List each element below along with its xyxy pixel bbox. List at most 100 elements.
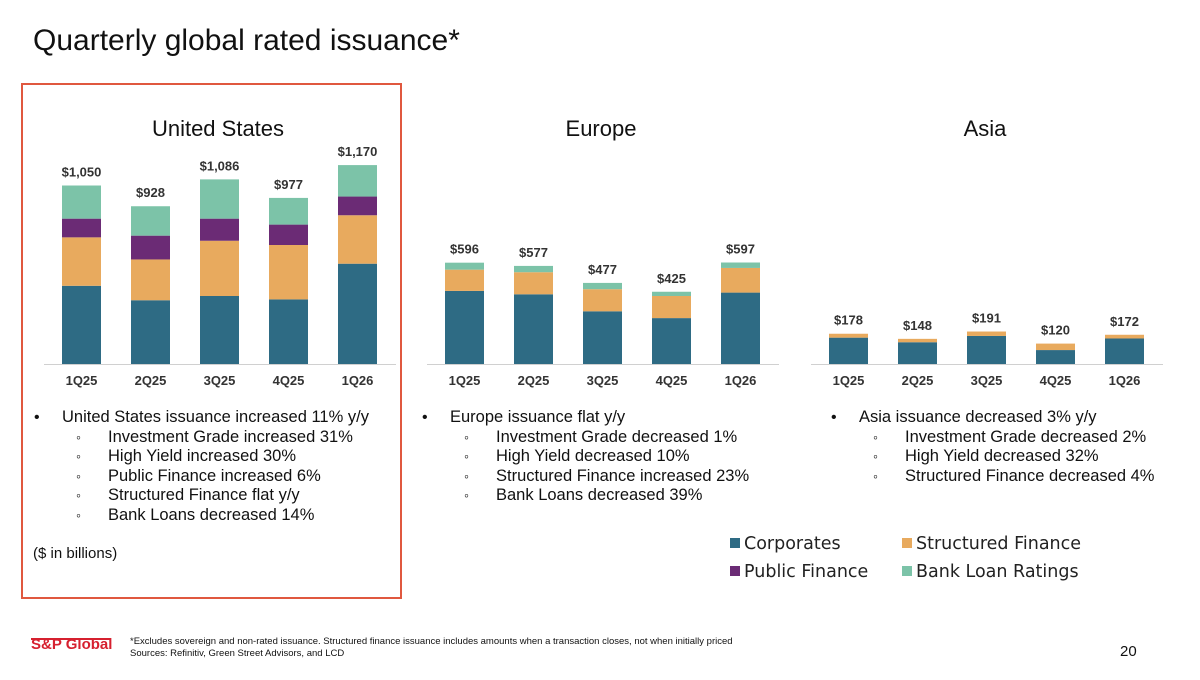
legend-swatch-corporates xyxy=(730,538,740,548)
europe-x-tick-label: 3Q25 xyxy=(587,373,619,388)
footnote-line-1: *Excludes sovereign and non-rated issuan… xyxy=(130,636,733,647)
us-bar-corporates-2Q25 xyxy=(131,300,170,364)
us-total-label: $1,170 xyxy=(338,144,378,159)
europe-bar-bank-loan-ratings-4Q25 xyxy=(652,291,691,296)
slide-title: Quarterly global rated issuance* xyxy=(33,24,460,57)
asia-x-tick-label: 3Q25 xyxy=(971,373,1003,388)
asia-bullet-sub: Structured Finance decreased 4% xyxy=(859,467,1154,487)
us-bar-bank-loan-ratings-1Q25 xyxy=(62,185,101,219)
us-bullet-sub: Bank Loans decreased 14% xyxy=(62,506,369,526)
europe-bar-corporates-4Q25 xyxy=(652,318,691,364)
charts-canvas: $1,050 1Q25 $928 2Q25 $1,086 3Q25 $977 4Q25 $1,1… xyxy=(44,144,1163,388)
us-bar-structured-finance-2Q25 xyxy=(131,259,170,301)
asia-x-tick-label: 2Q25 xyxy=(902,373,934,388)
us-bar-corporates-1Q26 xyxy=(338,263,377,364)
asia-bar-structured-finance-2Q25 xyxy=(898,338,937,343)
europe-bar-structured-finance-3Q25 xyxy=(583,289,622,312)
us-bar-public-finance-1Q26 xyxy=(338,196,377,216)
us-bullet-sub: Investment Grade increased 31% xyxy=(62,428,369,448)
europe-total-label: $597 xyxy=(726,242,755,257)
asia-bar-structured-finance-4Q25 xyxy=(1036,343,1075,351)
europe-bar-structured-finance-1Q26 xyxy=(721,267,760,293)
asia-bar-corporates-1Q25 xyxy=(829,337,868,364)
us-bar-bank-loan-ratings-3Q25 xyxy=(200,179,239,219)
europe-bar-structured-finance-4Q25 xyxy=(652,296,691,319)
us-x-tick-label: 1Q26 xyxy=(342,373,374,388)
asia-bar-structured-finance-3Q25 xyxy=(967,331,1006,336)
us-bar-public-finance-4Q25 xyxy=(269,224,308,245)
europe-x-tick-label: 1Q26 xyxy=(725,373,757,388)
us-total-label: $1,050 xyxy=(62,165,102,180)
europe-bullet-sub: Bank Loans decreased 39% xyxy=(450,486,749,506)
us-bar-corporates-4Q25 xyxy=(269,299,308,364)
us-bullet-main: United States issuance increased 11% y/y xyxy=(34,408,369,428)
asia-bullet-main: Asia issuance decreased 3% y/y xyxy=(831,408,1154,428)
legend-label-structured-finance: Structured Finance xyxy=(916,534,1082,554)
us-bar-structured-finance-3Q25 xyxy=(200,240,239,296)
asia-bar-corporates-2Q25 xyxy=(898,342,937,364)
us-bar-public-finance-1Q25 xyxy=(62,218,101,238)
us-chart-title: United States xyxy=(151,116,285,141)
us-bar-corporates-3Q25 xyxy=(200,296,239,364)
legend-swatch-bank-loan-ratings xyxy=(902,566,912,576)
europe-bullet-sub: High Yield decreased 10% xyxy=(450,447,749,467)
europe-bar-bank-loan-ratings-1Q25 xyxy=(445,262,484,270)
footnote-line-2: Sources: Refinitiv, Green Street Advisor… xyxy=(130,648,345,659)
us-x-tick-label: 3Q25 xyxy=(204,373,236,388)
europe-total-label: $596 xyxy=(450,242,479,257)
europe-total-label: $425 xyxy=(657,271,686,286)
europe-total-label: $577 xyxy=(519,245,548,260)
sp-global-logo: S&P Global xyxy=(31,636,113,653)
europe-bar-structured-finance-1Q25 xyxy=(445,269,484,291)
us-bar-bank-loan-ratings-4Q25 xyxy=(269,197,308,225)
asia-bullet-sub: High Yield decreased 32% xyxy=(859,447,1154,467)
asia-bar-corporates-3Q25 xyxy=(967,335,1006,364)
europe-bar-bank-loan-ratings-3Q25 xyxy=(583,282,622,290)
us-x-tick-label: 2Q25 xyxy=(135,373,167,388)
europe-bar-structured-finance-2Q25 xyxy=(514,272,553,295)
footnote: *Excludes sovereign and non-rated issuan… xyxy=(130,636,733,660)
europe-bullet-main: Europe issuance flat y/y xyxy=(422,408,749,428)
us-bullet-sub: High Yield increased 30% xyxy=(62,447,369,467)
legend-item-corporates: Corporates xyxy=(730,534,841,554)
asia-total-label: $178 xyxy=(834,313,863,328)
us-bullet-sub: Public Finance increased 6% xyxy=(62,467,369,487)
europe-bar-corporates-1Q26 xyxy=(721,292,760,364)
asia-chart-title: Asia xyxy=(963,116,1007,141)
page-number: 20 xyxy=(1120,643,1137,660)
us-x-tick-label: 1Q25 xyxy=(66,373,98,388)
us-bar-corporates-1Q25 xyxy=(62,285,101,364)
us-total-label: $928 xyxy=(136,185,165,200)
europe-x-tick-label: 2Q25 xyxy=(518,373,550,388)
us-x-tick-label: 4Q25 xyxy=(273,373,305,388)
us-bar-structured-finance-4Q25 xyxy=(269,245,308,300)
europe-x-tick-label: 4Q25 xyxy=(656,373,688,388)
us-bullet-sub: Structured Finance flat y/y xyxy=(62,486,369,506)
asia-bar-corporates-4Q25 xyxy=(1036,350,1075,364)
asia-bullets: Asia issuance decreased 3% y/y Investmen… xyxy=(831,408,1155,487)
asia-x-tick-label: 1Q26 xyxy=(1109,373,1141,388)
us-bar-structured-finance-1Q26 xyxy=(338,215,377,264)
us-highlight-box xyxy=(21,83,402,599)
europe-bar-bank-loan-ratings-2Q25 xyxy=(514,265,553,273)
europe-bullet-sub: Investment Grade decreased 1% xyxy=(450,428,749,448)
asia-total-label: $120 xyxy=(1041,323,1070,338)
asia-bullet-sub: Investment Grade decreased 2% xyxy=(859,428,1154,448)
us-total-label: $977 xyxy=(274,177,303,192)
legend-swatch-public-finance xyxy=(730,566,740,576)
asia-x-tick-label: 1Q25 xyxy=(833,373,865,388)
europe-bullets: Europe issuance flat y/y Investment Grad… xyxy=(422,408,749,506)
legend-label-corporates: Corporates xyxy=(744,534,841,554)
asia-total-label: $172 xyxy=(1110,314,1139,329)
legend-item-bank-loan-ratings: Bank Loan Ratings xyxy=(902,562,1079,582)
us-bar-public-finance-2Q25 xyxy=(131,235,170,260)
asia-total-label: $148 xyxy=(903,318,932,333)
asia-x-tick-label: 4Q25 xyxy=(1040,373,1072,388)
europe-bar-corporates-3Q25 xyxy=(583,311,622,364)
us-bar-structured-finance-1Q25 xyxy=(62,237,101,286)
legend-label-bank-loan-ratings: Bank Loan Ratings xyxy=(916,562,1079,582)
asia-total-label: $191 xyxy=(972,311,1001,326)
europe-bar-corporates-2Q25 xyxy=(514,294,553,364)
europe-total-label: $477 xyxy=(588,262,617,277)
brand-line xyxy=(31,638,111,640)
